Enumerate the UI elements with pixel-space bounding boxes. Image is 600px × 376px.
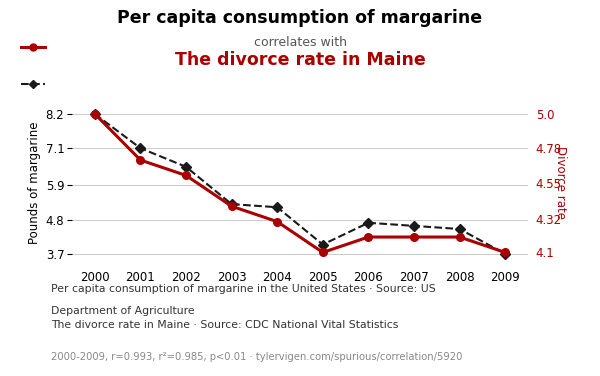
Text: Department of Agriculture: Department of Agriculture bbox=[51, 306, 194, 316]
Y-axis label: Pounds of margarine: Pounds of margarine bbox=[28, 121, 41, 244]
Text: correlates with: correlates with bbox=[254, 36, 347, 49]
Text: Per capita consumption of margarine: Per capita consumption of margarine bbox=[118, 9, 482, 27]
Text: The divorce rate in Maine: The divorce rate in Maine bbox=[175, 51, 425, 69]
Text: 2000-2009, r=0.993, r²=0.985, p<0.01 · tylervigen.com/spurious/correlation/5920: 2000-2009, r=0.993, r²=0.985, p<0.01 · t… bbox=[51, 352, 463, 362]
Text: Per capita consumption of margarine in the United States · Source: US: Per capita consumption of margarine in t… bbox=[51, 284, 436, 294]
Text: The divorce rate in Maine · Source: CDC National Vital Statistics: The divorce rate in Maine · Source: CDC … bbox=[51, 320, 398, 331]
Y-axis label: Divorce rate: Divorce rate bbox=[554, 146, 568, 219]
